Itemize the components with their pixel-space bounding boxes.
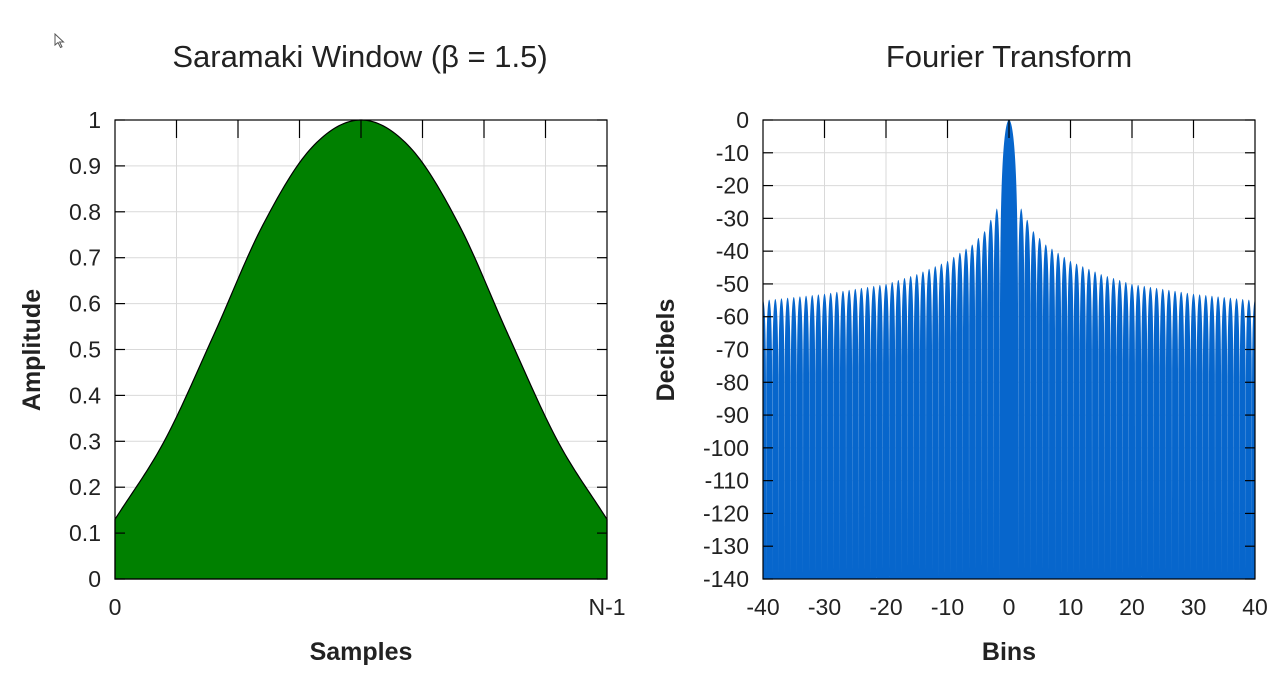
y-tick-label: -120 bbox=[703, 500, 749, 526]
fourier-spectrum-area bbox=[763, 120, 1255, 579]
window-y-tick-labels: 0 0.1 0.2 0.3 0.4 0.5 0.6 0.7 0.8 0.9 1 bbox=[69, 107, 101, 592]
y-tick-label: 0.6 bbox=[69, 291, 101, 317]
x-tick-label: 10 bbox=[1058, 594, 1084, 620]
y-tick-label: -110 bbox=[705, 468, 749, 494]
y-tick-label: -60 bbox=[716, 304, 749, 330]
y-tick-label: -30 bbox=[716, 205, 749, 231]
x-tick-label: 40 bbox=[1242, 594, 1268, 620]
mouse-pointer-icon bbox=[54, 33, 65, 49]
y-tick-label: 0 bbox=[88, 566, 101, 592]
y-tick-label: -40 bbox=[716, 238, 749, 264]
y-tick-label: -20 bbox=[716, 173, 749, 199]
y-tick-label: 0.8 bbox=[69, 199, 101, 225]
window-ticks bbox=[115, 119, 607, 580]
window-y-axis-label: Amplitude bbox=[18, 289, 46, 411]
y-tick-label: 0.3 bbox=[69, 428, 101, 454]
y-tick-label: -70 bbox=[716, 337, 749, 363]
y-tick-label: -140 bbox=[703, 566, 749, 592]
fourier-x-tick-labels: -40 -30 -20 -10 0 10 20 30 40 bbox=[746, 594, 1267, 620]
y-tick-label: -50 bbox=[716, 271, 749, 297]
x-tick-label: N-1 bbox=[588, 594, 625, 620]
y-tick-label: -10 bbox=[716, 140, 749, 166]
x-tick-label: 30 bbox=[1181, 594, 1207, 620]
y-tick-label: 1 bbox=[88, 107, 101, 133]
y-tick-label: -80 bbox=[716, 369, 749, 395]
x-tick-label: 0 bbox=[109, 594, 122, 620]
window-chart-title: Saramaki Window (β = 1.5) bbox=[172, 39, 547, 74]
y-tick-label: 0.2 bbox=[69, 474, 101, 500]
fourier-y-tick-labels: 0 -10 -20 -30 -40 -50 -60 -70 -80 -90 -100 -110 -120… bbox=[703, 107, 749, 592]
fourier-ticks bbox=[763, 119, 1255, 580]
fourier-x-axis-label: Bins bbox=[982, 638, 1036, 666]
fourier-y-axis-label: Decibels bbox=[652, 299, 680, 402]
y-tick-label: 0.1 bbox=[69, 520, 101, 546]
x-tick-label: -20 bbox=[869, 594, 902, 620]
x-tick-label: 20 bbox=[1119, 594, 1145, 620]
y-tick-label: 0.5 bbox=[69, 337, 101, 363]
window-x-tick-labels: 0 N-1 bbox=[109, 594, 626, 620]
y-tick-label: 0.4 bbox=[69, 382, 101, 408]
window-chart: Saramaki Window (β = 1.5) 00.10.20.30.40… bbox=[18, 39, 626, 666]
fourier-chart: Fourier Transform 0 -10 -20 -30 -40 -50 -60 -70… bbox=[652, 39, 1268, 666]
y-tick-label: -130 bbox=[703, 533, 749, 559]
x-tick-label: -30 bbox=[808, 594, 841, 620]
window-x-axis-label: Samples bbox=[310, 638, 413, 666]
y-tick-label: -90 bbox=[716, 402, 749, 428]
y-tick-label: -100 bbox=[703, 435, 749, 461]
x-tick-label: 0 bbox=[1003, 594, 1016, 620]
y-tick-label: 0 bbox=[736, 107, 749, 133]
y-tick-label: 0.9 bbox=[69, 153, 101, 179]
fourier-chart-title: Fourier Transform bbox=[886, 39, 1132, 74]
x-tick-label: -40 bbox=[746, 594, 779, 620]
x-tick-label: -10 bbox=[931, 594, 964, 620]
y-tick-label: 0.7 bbox=[69, 245, 101, 271]
